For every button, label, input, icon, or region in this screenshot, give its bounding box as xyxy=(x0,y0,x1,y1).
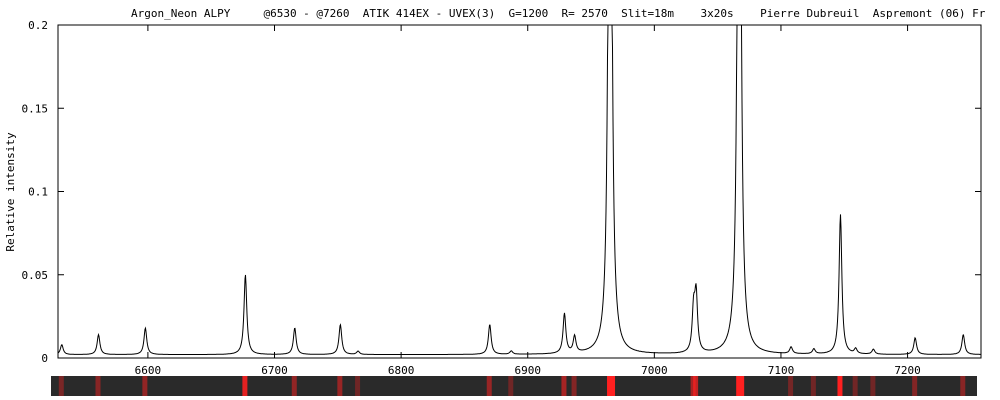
emission-line xyxy=(837,376,843,396)
emission-line xyxy=(95,376,101,396)
axes: 6600 6700 6800 6900 7000 7100 7200 0 0.05 0.1 0.15… xyxy=(22,19,981,377)
emission-line xyxy=(508,376,514,396)
spectrum-color-band xyxy=(51,376,977,396)
emission-line xyxy=(736,376,745,396)
y-tick-label: 0.1 xyxy=(28,186,48,199)
emission-line xyxy=(960,376,966,396)
x-tick-label: 6600 xyxy=(135,364,162,377)
x-tick-label: 6800 xyxy=(388,364,415,377)
emission-line xyxy=(142,376,148,396)
x-tick-label: 7100 xyxy=(768,364,795,377)
x-tick-label: 6900 xyxy=(514,364,541,377)
emission-line xyxy=(58,376,64,396)
y-tick-label: 0 xyxy=(41,352,48,365)
emission-line xyxy=(870,376,876,396)
x-tick-label: 7000 xyxy=(641,364,668,377)
band-background xyxy=(51,376,977,396)
emission-line xyxy=(912,376,918,396)
x-tick-label: 6700 xyxy=(261,364,288,377)
y-tick-label: 0.05 xyxy=(22,269,49,282)
emission-line xyxy=(690,376,696,396)
emission-line xyxy=(693,376,699,396)
spectrum-line xyxy=(57,24,981,355)
emission-line xyxy=(607,376,616,396)
y-tick-label: 0.2 xyxy=(28,19,48,32)
chart-title: Argon_Neon ALPY @6530 - @7260 ATIK 414EX… xyxy=(131,7,986,20)
y-tick-label: 0.15 xyxy=(22,102,49,115)
emission-line xyxy=(337,376,343,396)
emission-line xyxy=(291,376,297,396)
emission-line xyxy=(788,376,794,396)
emission-line xyxy=(571,376,577,396)
emission-line xyxy=(486,376,492,396)
emission-line xyxy=(561,376,567,396)
x-tick-label: 7200 xyxy=(894,364,921,377)
emission-line xyxy=(810,376,816,396)
emission-line xyxy=(852,376,858,396)
plot-frame xyxy=(57,24,982,359)
emission-line xyxy=(242,376,248,396)
emission-line xyxy=(355,376,361,396)
y-axis-label: Relative intensity xyxy=(4,132,17,252)
